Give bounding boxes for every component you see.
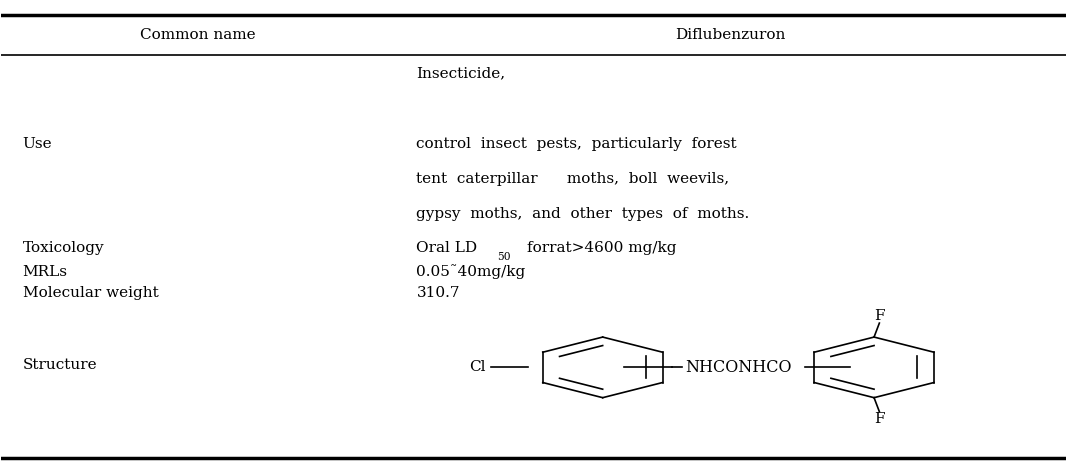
Text: 310.7: 310.7 bbox=[416, 286, 460, 300]
Text: gypsy  moths,  and  other  types  of  moths.: gypsy moths, and other types of moths. bbox=[416, 206, 750, 220]
Text: Common name: Common name bbox=[141, 28, 256, 42]
Text: Insecticide,: Insecticide, bbox=[416, 67, 506, 81]
Text: NHCONHCO: NHCONHCO bbox=[685, 359, 792, 376]
Text: 50: 50 bbox=[497, 252, 511, 262]
Text: Use: Use bbox=[22, 136, 52, 151]
Text: Diflubenzuron: Diflubenzuron bbox=[675, 28, 785, 42]
Text: F: F bbox=[874, 309, 885, 323]
Text: tent  caterpillar      moths,  boll  weevils,: tent caterpillar moths, boll weevils, bbox=[416, 172, 730, 186]
Text: Molecular weight: Molecular weight bbox=[22, 286, 158, 300]
Text: Cl: Cl bbox=[469, 360, 485, 374]
Text: MRLs: MRLs bbox=[22, 265, 67, 279]
Text: Oral LD: Oral LD bbox=[416, 242, 478, 256]
Text: Structure: Structure bbox=[22, 358, 97, 372]
Text: 0.05˜40mg/kg: 0.05˜40mg/kg bbox=[416, 265, 526, 279]
Text: forrat>4600 mg/kg: forrat>4600 mg/kg bbox=[527, 242, 676, 256]
Text: F: F bbox=[874, 412, 885, 426]
Text: control  insect  pests,  particularly  forest: control insect pests, particularly fores… bbox=[416, 136, 737, 151]
Text: Toxicology: Toxicology bbox=[22, 242, 105, 256]
